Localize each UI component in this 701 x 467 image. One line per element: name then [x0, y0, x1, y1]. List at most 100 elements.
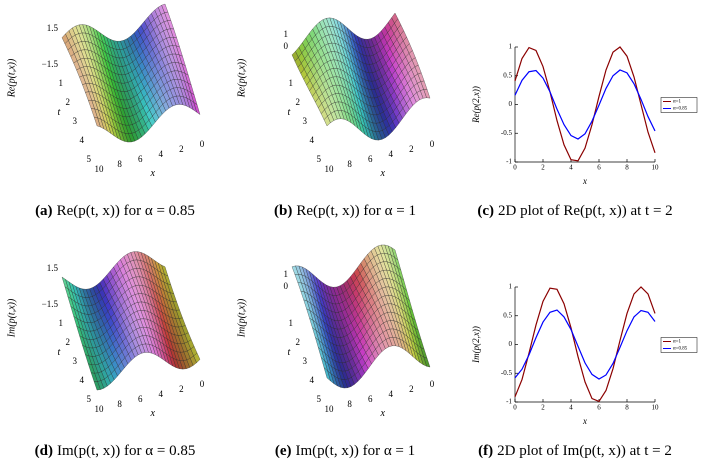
- z-tick-label: 1: [284, 29, 289, 39]
- z-tick-label: 1.5: [47, 263, 59, 273]
- x-tick-label: 0: [200, 379, 205, 389]
- t-tick-label: 4: [310, 375, 315, 385]
- x-axis-label: x: [380, 168, 386, 179]
- x-tick-label: 4: [569, 404, 573, 412]
- surface-cell: [93, 381, 101, 391]
- t-tick-label: 4: [310, 135, 315, 145]
- x-tick-label: 8: [347, 399, 352, 409]
- y-tick-label: 0.5: [503, 311, 512, 319]
- caption: (f) 2D plot of Im(p(t, x)) at t = 2: [478, 443, 672, 459]
- legend-label: α=0.85: [673, 107, 688, 112]
- x-tick-label: 4: [389, 389, 394, 399]
- y-tick-label: 1: [509, 283, 513, 291]
- caption: (d) Im(p(t, x)) for α = 0.85: [35, 443, 196, 459]
- surface-cell: [323, 367, 331, 382]
- y-tick-label: 0.5: [503, 71, 512, 79]
- t-tick-label: 2: [296, 97, 301, 107]
- x-tick-label: 10: [325, 164, 335, 174]
- x-tick-label: 8: [625, 164, 629, 172]
- t-tick-label: 5: [87, 394, 92, 404]
- x-tick-label: 4: [159, 149, 164, 159]
- data-line: [514, 46, 656, 162]
- caption-text: Re(p(t, x)) for α = 0.85: [57, 203, 195, 219]
- caption-label: (a): [35, 203, 53, 219]
- z-tick-label: −1.5: [42, 299, 59, 309]
- data-line: [514, 286, 656, 403]
- t-axis-label: t: [58, 347, 61, 358]
- surface: [61, 251, 201, 391]
- t-tick-label: 1: [289, 78, 294, 88]
- z-tick-label: 1.5: [47, 23, 59, 33]
- x-tick-label: 0: [513, 164, 517, 172]
- caption-label: (c): [477, 203, 494, 219]
- x-tick-label: 0: [513, 404, 517, 412]
- t-tick-label: 4: [80, 135, 85, 145]
- surface: [291, 244, 431, 389]
- caption-text: Im(p(t, x)) for α = 0.85: [57, 443, 195, 459]
- y-tick-label: -1: [506, 398, 512, 406]
- x-tick-label: 4: [569, 164, 573, 172]
- t-axis-label: t: [288, 347, 291, 358]
- t-tick-label: 3: [73, 356, 78, 366]
- x-tick-label: 0: [430, 139, 435, 149]
- caption-label: (d): [35, 443, 53, 459]
- x-axis-label: x: [150, 408, 156, 419]
- t-tick-label: 5: [87, 154, 92, 164]
- x-axis-label: x: [150, 168, 156, 179]
- data-line: [514, 69, 656, 140]
- x-tick-label: 2: [179, 384, 184, 394]
- x-tick-label: 8: [625, 404, 629, 412]
- t-tick-label: 2: [66, 97, 71, 107]
- y-tick-label: 0: [509, 340, 513, 348]
- z-tick-label: 0: [284, 41, 289, 51]
- x-tick-label: 2: [541, 164, 545, 172]
- z-axis-label: Re(p(t,x)): [236, 58, 247, 98]
- t-tick-label: 1: [289, 318, 294, 328]
- z-tick-label: −1.5: [42, 59, 59, 69]
- x-tick-label: 6: [138, 154, 143, 164]
- t-tick-label: 3: [303, 356, 308, 366]
- y-axis-label: Im(p(2,x)): [471, 326, 481, 364]
- z-tick-label: 1: [284, 269, 289, 279]
- y-tick-label: -0.5: [501, 129, 513, 137]
- x-axis-label: x: [582, 176, 587, 186]
- surface: [291, 12, 431, 141]
- x-tick-label: 8: [117, 159, 122, 169]
- surface: [61, 3, 201, 143]
- y-tick-label: -1: [506, 158, 512, 166]
- caption-text: 2D plot of Re(p(t, x)) at t = 2: [498, 203, 673, 219]
- y-tick-label: -0.5: [501, 369, 513, 377]
- z-axis-label: Im(p(t,x)): [6, 298, 17, 338]
- legend-label: α=0.85: [673, 347, 688, 352]
- x-tick-label: 0: [430, 379, 435, 389]
- surface-cell: [93, 116, 101, 128]
- z-tick-label: 0: [284, 281, 289, 291]
- x-tick-label: 6: [597, 164, 601, 172]
- caption: (b) Re(p(t, x)) for α = 1: [274, 203, 416, 219]
- x-axis-label: x: [582, 416, 587, 426]
- legend-label: α=1: [673, 100, 681, 105]
- z-axis-label: Im(p(t,x)): [236, 298, 247, 338]
- x-tick-label: 6: [597, 404, 601, 412]
- y-tick-label: 1: [509, 43, 513, 51]
- x-tick-label: 2: [179, 144, 184, 154]
- x-tick-label: 6: [368, 154, 373, 164]
- x-tick-label: 10: [652, 404, 660, 412]
- caption-label: (f): [478, 443, 493, 459]
- caption-text: Im(p(t, x)) for α = 1: [296, 443, 416, 459]
- y-tick-label: 0: [509, 100, 513, 108]
- t-axis-label: t: [288, 107, 291, 118]
- caption: (e) Im(p(t, x)) for α = 1: [275, 443, 415, 459]
- x-tick-label: 8: [347, 159, 352, 169]
- surface-cell: [323, 115, 331, 127]
- x-tick-label: 2: [409, 144, 414, 154]
- caption-label: (b): [274, 203, 292, 219]
- t-tick-label: 1: [59, 318, 64, 328]
- y-axis-label: Re(p(2,x)): [471, 86, 481, 124]
- x-tick-label: 10: [95, 404, 105, 414]
- caption-text: 2D plot of Im(p(t, x)) at t = 2: [497, 443, 672, 459]
- x-tick-label: 4: [389, 149, 394, 159]
- t-tick-label: 5: [317, 154, 322, 164]
- t-tick-label: 2: [66, 337, 71, 347]
- x-tick-label: 4: [159, 389, 164, 399]
